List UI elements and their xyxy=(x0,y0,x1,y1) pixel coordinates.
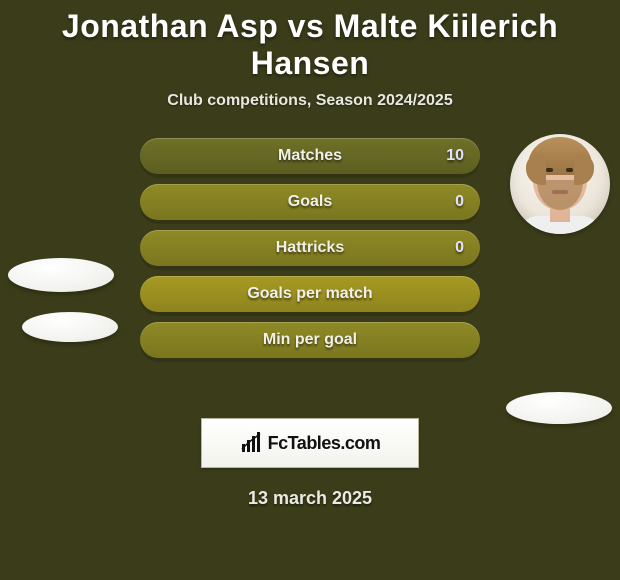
stat-bar: Goals per match xyxy=(140,276,480,312)
stat-bar-value: 0 xyxy=(455,230,464,266)
brand-box: FcTables.com xyxy=(201,418,419,468)
comparison-area: Matches10Goals0Hattricks0Goals per match… xyxy=(0,138,620,388)
subtitle: Club competitions, Season 2024/2025 xyxy=(0,92,620,110)
stat-bar-label: Min per goal xyxy=(140,322,480,358)
stat-bar: Min per goal xyxy=(140,322,480,358)
brand-text: FcTables.com xyxy=(268,433,381,454)
stat-bar-label: Hattricks xyxy=(140,230,480,266)
stat-bar: Matches10 xyxy=(140,138,480,174)
bar-chart-icon xyxy=(240,432,262,454)
stat-bar-label: Matches xyxy=(140,138,480,174)
stat-bar-label: Goals per match xyxy=(140,276,480,312)
stat-bar-value: 0 xyxy=(455,184,464,220)
stat-bar: Hattricks0 xyxy=(140,230,480,266)
player-b-rank-oval-1 xyxy=(506,392,612,424)
date-label: 13 march 2025 xyxy=(0,488,620,509)
stat-bars: Matches10Goals0Hattricks0Goals per match… xyxy=(140,138,480,368)
stat-bar-value: 10 xyxy=(446,138,464,174)
page-title: Jonathan Asp vs Malte Kiilerich Hansen xyxy=(0,8,620,82)
player-b-avatar xyxy=(510,134,610,234)
stat-bar: Goals0 xyxy=(140,184,480,220)
player-a-rank-oval-2 xyxy=(22,312,118,342)
stat-bar-label: Goals xyxy=(140,184,480,220)
player-a-rank-oval-1 xyxy=(8,258,114,292)
player-a-avatar xyxy=(10,126,110,226)
